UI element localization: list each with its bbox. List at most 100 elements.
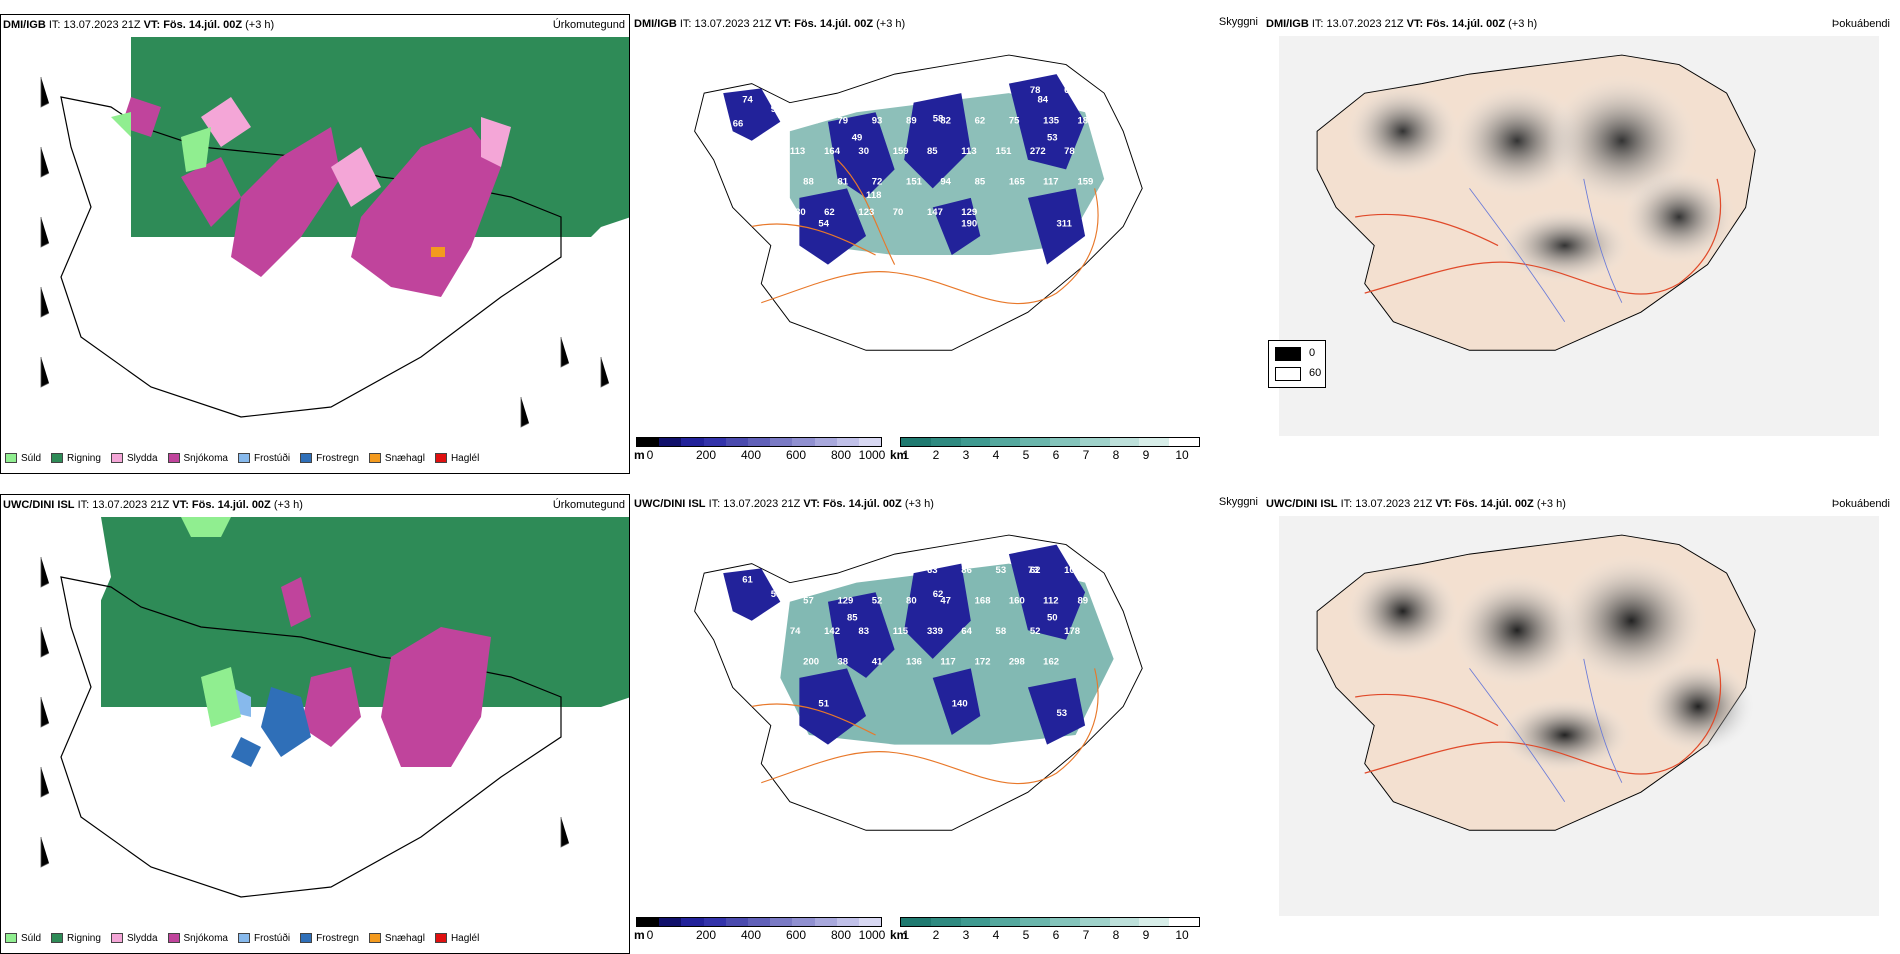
fog-legend-min: 0 bbox=[1309, 347, 1316, 359]
tick-label: 600 bbox=[785, 928, 807, 942]
height-colorbar: m 0 200 400 600 800 1000 bbox=[634, 917, 885, 947]
distance-unit: km bbox=[890, 928, 908, 942]
precip-legend: Súld Rigning Slydda Snjókoma Frostúði Fr… bbox=[5, 449, 489, 467]
legend-item-hail: Haglél bbox=[434, 933, 479, 944]
init-time: IT: 13.07.2023 21Z bbox=[679, 18, 772, 30]
label: 129 bbox=[961, 207, 977, 218]
label: 73 bbox=[1028, 565, 1039, 576]
visibility-labels: 61 58 85 62 73 50 51 140 53 bbox=[742, 565, 1067, 719]
fog-map bbox=[1279, 36, 1879, 436]
snow-pellet-spot bbox=[431, 247, 445, 257]
distance-ticks: km 1 2 3 4 5 6 7 8 9 10 bbox=[890, 447, 1200, 462]
low-visibility-areas bbox=[723, 544, 1086, 745]
fog-legend-max: 60 bbox=[1309, 367, 1322, 379]
tick-label: 6 bbox=[1052, 928, 1060, 942]
tick-label: 0 bbox=[646, 928, 654, 942]
label: 63 bbox=[927, 565, 938, 576]
valid-time: VT: Fös. 14.júl. 00Z bbox=[1435, 498, 1534, 510]
tick-label: 1000 bbox=[858, 928, 886, 942]
label: 82 bbox=[940, 116, 951, 127]
label: 88 bbox=[803, 177, 814, 188]
label: 81 bbox=[837, 177, 848, 188]
label: 49 bbox=[852, 133, 863, 144]
init-time: IT: 13.07.2023 21Z bbox=[1311, 18, 1404, 30]
tick-label: 8 bbox=[1112, 448, 1120, 462]
panel-header: UWC/DINI ISL IT: 13.07.2023 21Z VT: Fös.… bbox=[3, 499, 627, 515]
panel-title: Skyggni bbox=[1218, 496, 1258, 508]
snow-areas bbox=[121, 97, 501, 297]
legend-item-snow: Snjókoma bbox=[167, 453, 228, 464]
legend-item-hail: Haglél bbox=[434, 453, 479, 464]
legend-item-snow-pellets: Snæhagl bbox=[368, 933, 425, 944]
label: 117 bbox=[940, 657, 955, 668]
model-source: DMI/IGB bbox=[1266, 18, 1309, 30]
label: 94 bbox=[771, 104, 782, 115]
label: 62 bbox=[975, 116, 986, 127]
valid-time: VT: Fös. 14.júl. 00Z bbox=[803, 498, 902, 510]
precip-legend: Súld Rigning Slydda Snjókoma Frostúði Fr… bbox=[5, 929, 489, 947]
label: 58 bbox=[996, 626, 1007, 637]
tick-label: 800 bbox=[830, 448, 852, 462]
label: 94 bbox=[940, 177, 951, 188]
panel-title: Þokuábendi bbox=[1831, 18, 1890, 30]
label: 136 bbox=[906, 657, 922, 668]
label: 61 bbox=[742, 575, 753, 586]
model-source: DMI/IGB bbox=[3, 19, 46, 31]
wind-barbs bbox=[40, 77, 610, 428]
label: 52 bbox=[1030, 626, 1041, 637]
panel-header: UWC/DINI ISL IT: 13.07.2023 21Z VT: Fös.… bbox=[1266, 498, 1892, 514]
land-white bbox=[1, 37, 629, 457]
drizzle-areas bbox=[111, 112, 211, 172]
label: 165 bbox=[1009, 177, 1026, 188]
tick-label: 1000 bbox=[858, 448, 886, 462]
label: 85 bbox=[927, 146, 938, 157]
tick-label: 200 bbox=[695, 448, 717, 462]
label: 58 bbox=[933, 114, 944, 125]
label: 44 bbox=[858, 565, 869, 576]
label: 172 bbox=[975, 657, 991, 668]
label: 125 bbox=[803, 116, 820, 127]
distance-colorbar-strip bbox=[900, 917, 1200, 927]
fog-fields bbox=[1345, 554, 1756, 774]
visibility-labels: 74 94 66 49 58 84 53 54 118 190 311 bbox=[733, 95, 1073, 230]
label: 53 bbox=[1057, 708, 1068, 719]
label: 107 bbox=[1064, 565, 1080, 576]
tick-label: 600 bbox=[785, 448, 807, 462]
tick-label: 9 bbox=[1142, 448, 1150, 462]
legend-item-freezing-rain: Frostregn bbox=[300, 453, 359, 464]
fog-map bbox=[1279, 516, 1879, 916]
legend-item-drizzle: Súld bbox=[5, 933, 41, 944]
visibility-map: 61 58 85 62 73 50 51 140 53 66 58 44 56 63 86… bbox=[694, 534, 1143, 831]
label: 272 bbox=[1030, 146, 1046, 157]
tick-label: 4 bbox=[992, 928, 1000, 942]
lead-time: (+3 h) bbox=[876, 18, 906, 30]
label: 47 bbox=[940, 596, 951, 607]
distance-colorbar-strip bbox=[900, 437, 1200, 447]
roads bbox=[1355, 658, 1722, 775]
legend-item-sleet: Slydda bbox=[110, 453, 158, 464]
label: 52 bbox=[872, 596, 883, 607]
panel-header: DMI/IGB IT: 13.07.2023 21Z VT: Fös. 14.j… bbox=[3, 19, 627, 35]
panel-title: Úrkomutegund bbox=[552, 19, 625, 31]
lead-time: (+3 h) bbox=[1508, 18, 1538, 30]
label: 58 bbox=[771, 589, 782, 600]
height-colorbar-strip bbox=[636, 917, 882, 927]
tick-label: 0 bbox=[646, 448, 654, 462]
label: 74 bbox=[742, 95, 753, 106]
snow-areas bbox=[281, 577, 491, 767]
label: 56 bbox=[893, 85, 904, 96]
rivers bbox=[1469, 658, 1623, 802]
label: 200 bbox=[803, 657, 819, 668]
sleet-areas bbox=[201, 97, 511, 207]
coastline bbox=[60, 576, 562, 898]
label: 164 bbox=[824, 146, 841, 157]
label: 25 bbox=[858, 85, 869, 96]
label: 57 bbox=[803, 596, 814, 607]
tick-label: 1 bbox=[902, 928, 910, 942]
distance-colorbar: km 1 2 3 4 5 6 7 8 9 10 bbox=[890, 917, 1200, 947]
fog-fields bbox=[1345, 74, 1737, 284]
tick-label: 200 bbox=[695, 928, 717, 942]
tick-label: 3 bbox=[962, 448, 970, 462]
label: 113 bbox=[961, 146, 976, 157]
label: 78 bbox=[1064, 146, 1075, 157]
